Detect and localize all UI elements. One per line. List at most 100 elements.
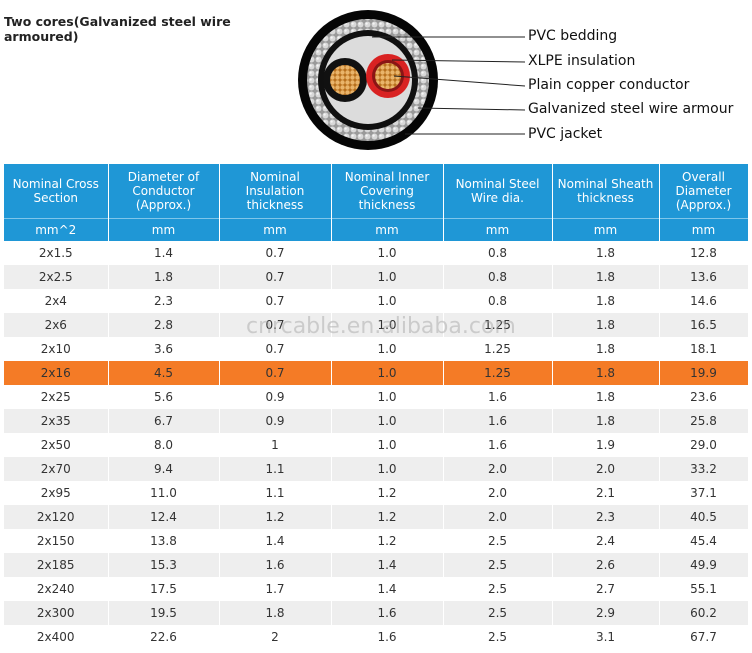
table-row: 2x300 19.5 1.8 1.6 2.5 2.9 60.2 <box>4 601 749 625</box>
table-cell: 49.9 <box>659 553 749 577</box>
unit-cell: mm <box>331 218 444 241</box>
table-cell: 2x6 <box>4 313 109 337</box>
table-cell: 6.7 <box>108 409 220 433</box>
table-cell: 1.0 <box>331 433 444 457</box>
table-cell: 15.3 <box>108 553 220 577</box>
table-row: 2x6 2.8 0.7 1.0 1.25 1.8 16.5 <box>4 313 749 337</box>
table-cell: 2x400 <box>4 625 109 649</box>
unit-cell: mm^2 <box>4 218 109 241</box>
table-cell: 40.5 <box>659 505 749 529</box>
table-cell: 3.6 <box>108 337 220 361</box>
table-cell: 0.7 <box>219 265 332 289</box>
table-cell: 1.0 <box>331 241 444 265</box>
header-conductor-diameter: Diameter of Conductor (Approx.) <box>108 164 220 219</box>
table-cell: 45.4 <box>659 529 749 553</box>
table-cell: 1.0 <box>331 289 444 313</box>
product-title: Two cores(Galvanized steel wire armoured… <box>4 14 231 44</box>
cable-spec-table: Nominal Cross Section Diameter of Conduc… <box>4 164 749 649</box>
table-cell: 1.6 <box>443 385 553 409</box>
table-cell: 2x300 <box>4 601 109 625</box>
table-cell: 1.6 <box>219 553 332 577</box>
table-cell: 2.3 <box>108 289 220 313</box>
table-header-row: Nominal Cross Section Diameter of Conduc… <box>4 164 749 219</box>
table-row: 2x120 12.4 1.2 1.2 2.0 2.3 40.5 <box>4 505 749 529</box>
table-cell: 0.7 <box>219 289 332 313</box>
table-cell: 2 <box>219 625 332 649</box>
callout-xlpe-insulation: XLPE insulation <box>528 53 636 69</box>
header-sheath-thickness: Nominal Sheath thickness <box>552 164 660 219</box>
table-cell: 55.1 <box>659 577 749 601</box>
table-cell: 9.4 <box>108 457 220 481</box>
table-cell: 11.0 <box>108 481 220 505</box>
table-cell: 2x240 <box>4 577 109 601</box>
core-red-conductor <box>375 63 401 89</box>
table-row: 2x400 22.6 2 1.6 2.5 3.1 67.7 <box>4 625 749 649</box>
table-cell: 2.5 <box>443 625 553 649</box>
table-cell: 1.7 <box>219 577 332 601</box>
table-cell: 22.6 <box>108 625 220 649</box>
table-row: 2x2.5 1.8 0.7 1.0 0.8 1.8 13.6 <box>4 265 749 289</box>
table-cell: 2.1 <box>552 481 660 505</box>
table-cell: 1.8 <box>108 265 220 289</box>
table-cell: 2.3 <box>552 505 660 529</box>
table-row: 2x150 13.8 1.4 1.2 2.5 2.4 45.4 <box>4 529 749 553</box>
table-cell: 1.0 <box>331 409 444 433</box>
table-cell: 0.8 <box>443 289 553 313</box>
table-cell: 4.5 <box>108 361 220 385</box>
unit-cell: mm <box>219 218 332 241</box>
table-cell: 1.0 <box>331 385 444 409</box>
table-cell: 19.9 <box>659 361 749 385</box>
table-cell: 0.7 <box>219 313 332 337</box>
table-cell: 25.8 <box>659 409 749 433</box>
table-row: 2x4 2.3 0.7 1.0 0.8 1.8 14.6 <box>4 289 749 313</box>
table-cell: 5.6 <box>108 385 220 409</box>
table-cell: 67.7 <box>659 625 749 649</box>
table-cell: 2x35 <box>4 409 109 433</box>
table-cell: 1.9 <box>552 433 660 457</box>
header-cross-section: Nominal Cross Section <box>4 164 109 219</box>
table-cell: 1.1 <box>219 481 332 505</box>
table-cell: 37.1 <box>659 481 749 505</box>
table-cell: 2x185 <box>4 553 109 577</box>
table-cell: 2x120 <box>4 505 109 529</box>
table-cell: 1.8 <box>552 409 660 433</box>
table-cell: 1.8 <box>552 337 660 361</box>
table-cell: 1.0 <box>331 265 444 289</box>
header-overall-diameter: Overall Diameter (Approx.) <box>659 164 749 219</box>
table-cell: 2x95 <box>4 481 109 505</box>
table-cell: 1.25 <box>443 313 553 337</box>
table-cell: 1 <box>219 433 332 457</box>
callout-pvc-jacket: PVC jacket <box>528 126 603 142</box>
table-row: 2x10 3.6 0.7 1.0 1.25 1.8 18.1 <box>4 337 749 361</box>
header-insulation-thickness: Nominal Insulation thickness <box>219 164 332 219</box>
unit-cell: mm <box>108 218 220 241</box>
table-row: 2x240 17.5 1.7 1.4 2.5 2.7 55.1 <box>4 577 749 601</box>
table-cell: 1.25 <box>443 337 553 361</box>
table-cell: 2.7 <box>552 577 660 601</box>
table-cell: 2x1.5 <box>4 241 109 265</box>
table-cell: 1.0 <box>331 361 444 385</box>
table-cell: 19.5 <box>108 601 220 625</box>
table-cell: 0.8 <box>443 241 553 265</box>
table-cell: 14.6 <box>659 289 749 313</box>
unit-cell: mm <box>443 218 553 241</box>
table-cell: 0.7 <box>219 361 332 385</box>
table-cell: 2x4 <box>4 289 109 313</box>
table-row: 2x70 9.4 1.1 1.0 2.0 2.0 33.2 <box>4 457 749 481</box>
table-cell: 2.4 <box>552 529 660 553</box>
table-cell: 1.4 <box>108 241 220 265</box>
table-cell: 13.6 <box>659 265 749 289</box>
table-cell: 1.6 <box>443 433 553 457</box>
table-cell: 8.0 <box>108 433 220 457</box>
table-cell: 16.5 <box>659 313 749 337</box>
table-cell: 1.6 <box>331 601 444 625</box>
table-cell: 29.0 <box>659 433 749 457</box>
table-cell: 1.25 <box>443 361 553 385</box>
table-cell: 17.5 <box>108 577 220 601</box>
table-cell: 2x50 <box>4 433 109 457</box>
table-cell: 1.2 <box>331 481 444 505</box>
table-cell: 2x16 <box>4 361 109 385</box>
table-cell: 2.5 <box>443 553 553 577</box>
table-cell: 1.0 <box>331 457 444 481</box>
table-row: 2x1.5 1.4 0.7 1.0 0.8 1.8 12.8 <box>4 241 749 265</box>
